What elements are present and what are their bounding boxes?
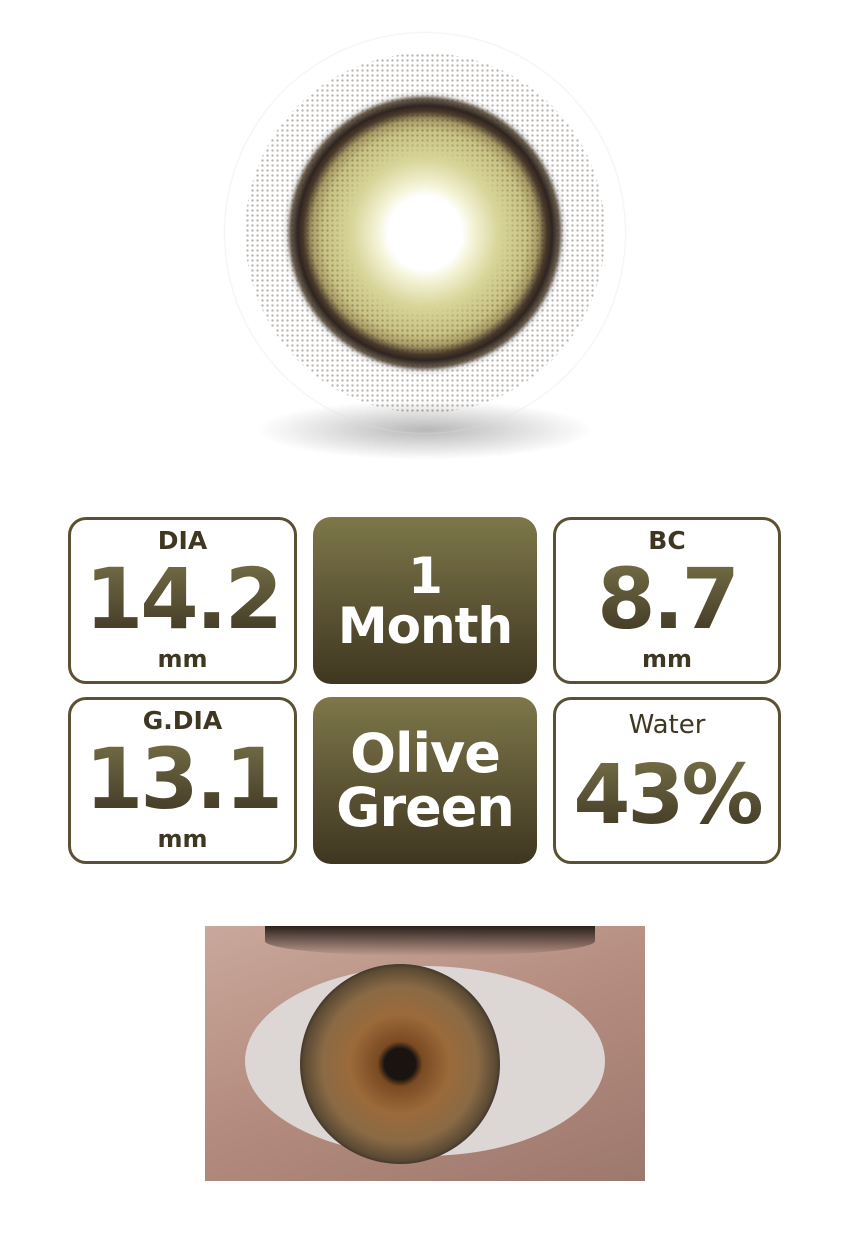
- duration-badge: 1 Month: [313, 517, 537, 684]
- color-badge: Olive Green: [313, 697, 537, 864]
- water-value: 43%: [556, 748, 778, 843]
- dia-label: DIA: [157, 526, 208, 555]
- gdia-unit: mm: [157, 825, 208, 853]
- bc-unit: mm: [641, 645, 692, 673]
- iris-with-lens: [300, 964, 500, 1164]
- dia-spec: DIA 14.2 mm: [68, 517, 297, 684]
- lens-pattern: [245, 53, 605, 413]
- bc-value: 8.7: [556, 550, 778, 648]
- water-label: Water: [628, 710, 706, 740]
- bc-spec: BC 8.7 mm: [553, 517, 781, 684]
- gdia-value: 13.1: [71, 730, 294, 828]
- color-line1: Olive: [350, 721, 501, 785]
- dia-unit: mm: [157, 645, 208, 673]
- water-spec: Water 43%: [553, 697, 781, 864]
- duration-text: 1 Month: [337, 546, 513, 655]
- gdia-spec: G.DIA 13.1 mm: [68, 697, 297, 864]
- gdia-label: G.DIA: [142, 706, 223, 735]
- eye-photo: [205, 926, 645, 1181]
- eyelashes: [265, 926, 595, 956]
- contact-lens-image: [225, 33, 625, 433]
- dia-value: 14.2: [71, 550, 294, 648]
- bc-label: BC: [648, 526, 686, 555]
- color-line2: Green: [336, 775, 515, 839]
